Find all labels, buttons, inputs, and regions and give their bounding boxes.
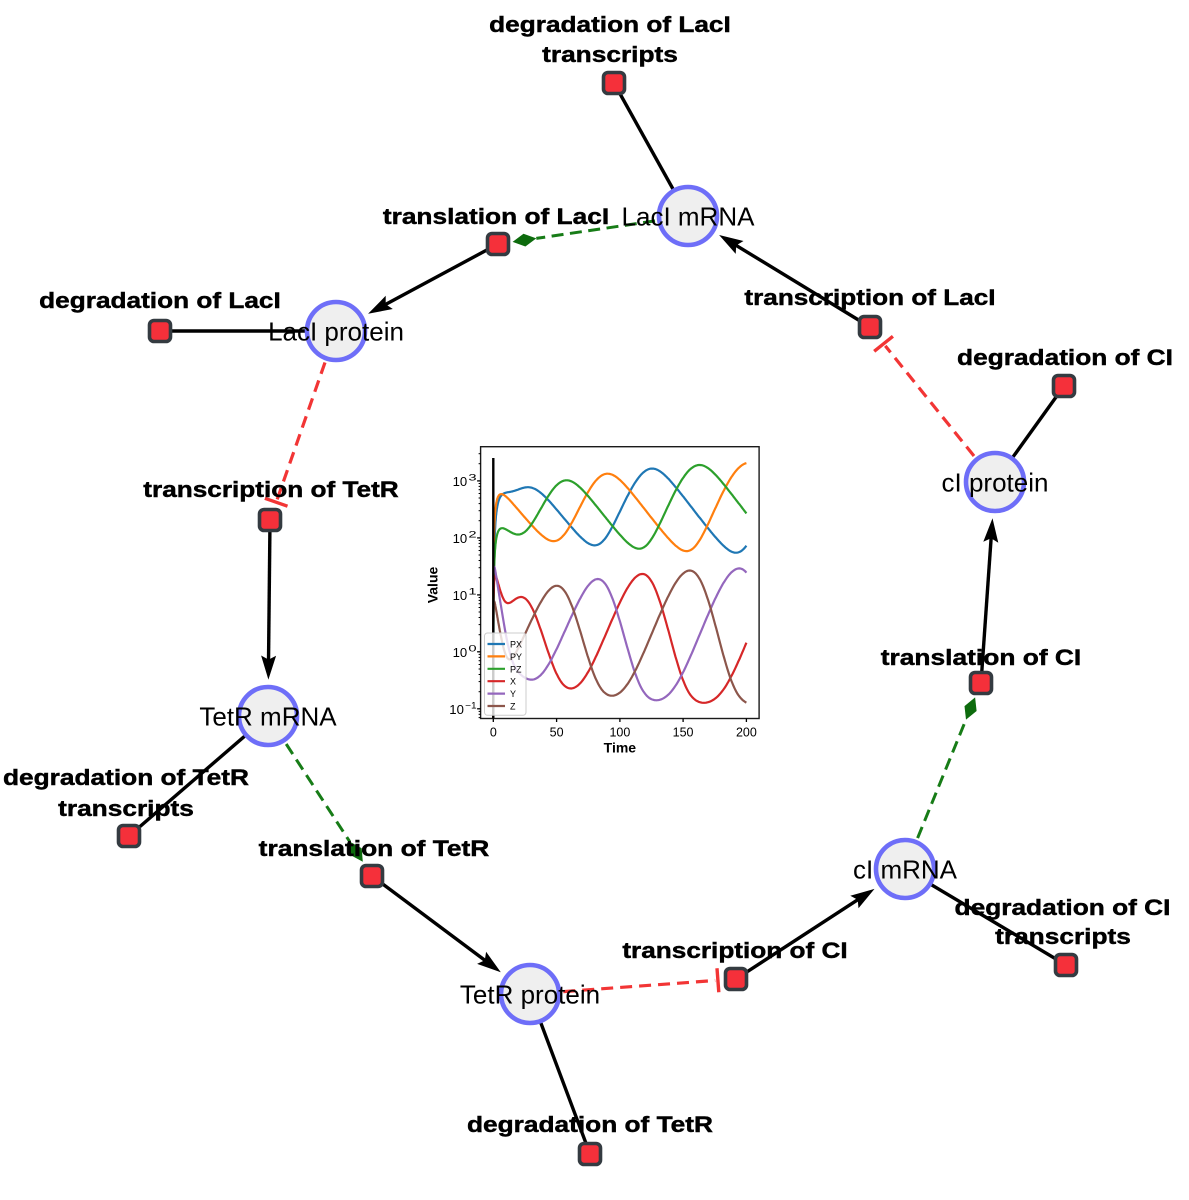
svg-text:LacI mRNA: LacI mRNA — [622, 201, 756, 231]
svg-text:10: 10 — [453, 475, 468, 489]
svg-text:translation of TetR: translation of TetR — [259, 836, 490, 861]
svg-text:10: 10 — [453, 646, 468, 660]
svg-text:2: 2 — [468, 530, 476, 540]
svg-text:translation of LacI: translation of LacI — [383, 204, 609, 229]
svg-text:PX: PX — [510, 640, 522, 650]
svg-text:degradation of LacI: degradation of LacI — [489, 12, 731, 37]
svg-text:TetR mRNA: TetR mRNA — [199, 701, 337, 731]
svg-text:200: 200 — [736, 726, 757, 740]
svg-text:0: 0 — [490, 726, 497, 740]
svg-text:cI protein: cI protein — [942, 467, 1049, 497]
svg-text:cI mRNA: cI mRNA — [853, 854, 958, 884]
svg-text:transcription of LacI: transcription of LacI — [744, 285, 995, 310]
svg-text:degradation of TetR: degradation of TetR — [467, 1112, 713, 1137]
svg-text:transcription of CI: transcription of CI — [622, 938, 847, 963]
svg-text:1: 1 — [468, 587, 476, 597]
svg-text:translation of CI: translation of CI — [881, 645, 1082, 670]
svg-text:10: 10 — [449, 703, 464, 717]
svg-text:Value: Value — [425, 567, 441, 604]
svg-text:PZ: PZ — [510, 664, 522, 674]
svg-text:Z: Z — [510, 702, 516, 712]
svg-text:transcripts: transcripts — [58, 796, 194, 821]
svg-text:Time: Time — [604, 740, 637, 756]
svg-text:Y: Y — [510, 689, 516, 699]
svg-text:degradation of CI: degradation of CI — [957, 345, 1173, 370]
svg-text:X: X — [510, 677, 516, 687]
svg-text:PY: PY — [510, 652, 522, 662]
svg-text:degradation of TetR: degradation of TetR — [3, 765, 249, 790]
svg-text:10: 10 — [453, 532, 468, 546]
svg-text:100: 100 — [609, 726, 630, 740]
svg-text:transcription of TetR: transcription of TetR — [143, 477, 399, 502]
svg-text:−1: −1 — [465, 700, 477, 710]
svg-text:transcripts: transcripts — [995, 924, 1131, 949]
svg-text:degradation of CI: degradation of CI — [955, 895, 1171, 920]
svg-text:0: 0 — [468, 643, 476, 653]
svg-text:50: 50 — [550, 726, 564, 740]
svg-text:TetR protein: TetR protein — [460, 979, 600, 1009]
svg-text:transcripts: transcripts — [542, 42, 678, 67]
svg-text:3: 3 — [468, 473, 476, 483]
svg-text:150: 150 — [673, 726, 694, 740]
svg-text:degradation of LacI: degradation of LacI — [39, 288, 281, 313]
svg-text:LacI protein: LacI protein — [268, 316, 404, 346]
svg-text:10: 10 — [453, 589, 468, 603]
